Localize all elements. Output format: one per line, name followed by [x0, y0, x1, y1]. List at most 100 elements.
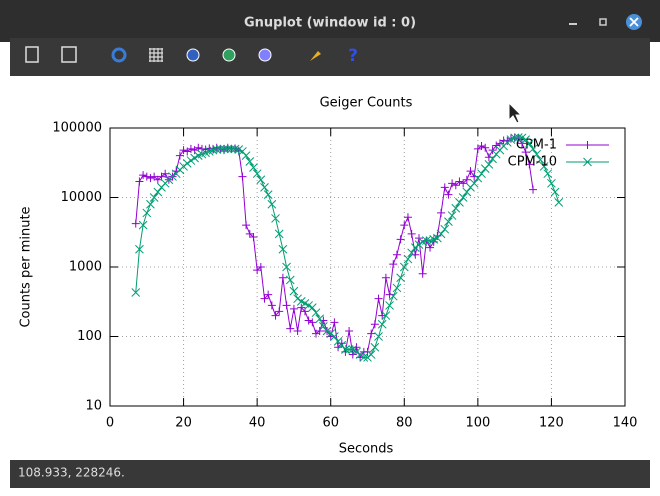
help-icon[interactable]: ?	[348, 46, 358, 66]
point	[451, 203, 461, 213]
point	[256, 175, 266, 185]
point	[528, 144, 538, 154]
point	[223, 144, 233, 154]
x-tick-label: 0	[106, 416, 114, 431]
replot-icon[interactable]	[111, 47, 127, 63]
point	[179, 146, 188, 155]
point	[436, 229, 446, 239]
point	[451, 181, 460, 190]
point	[352, 347, 361, 357]
point	[510, 133, 519, 143]
point	[374, 332, 383, 341]
point	[359, 353, 369, 362]
point	[138, 220, 148, 230]
point	[142, 208, 152, 218]
point	[458, 193, 468, 202]
point	[153, 187, 163, 197]
point	[241, 151, 251, 161]
point	[462, 175, 471, 184]
point	[407, 248, 416, 258]
point	[377, 319, 387, 329]
point	[275, 307, 284, 316]
point	[444, 217, 453, 226]
point	[304, 316, 313, 325]
point	[484, 159, 494, 169]
point	[440, 183, 449, 192]
plot: Geiger Counts Seconds Counts per minute …	[19, 96, 638, 457]
point	[135, 244, 144, 254]
point	[536, 155, 545, 165]
point	[315, 314, 325, 324]
point	[267, 199, 277, 209]
point	[135, 177, 144, 186]
point	[330, 332, 339, 341]
point	[440, 224, 450, 234]
point	[418, 269, 427, 278]
zoom-next-icon[interactable]	[222, 48, 236, 62]
point	[477, 169, 486, 179]
point	[447, 211, 457, 220]
legend-label: CPM-10	[508, 155, 557, 170]
point	[278, 273, 287, 282]
point	[403, 213, 412, 222]
copy-icon[interactable]	[25, 46, 39, 63]
point	[282, 262, 291, 272]
maximize-button[interactable]	[599, 18, 607, 26]
point	[426, 243, 435, 252]
point	[326, 329, 336, 338]
point	[513, 133, 523, 142]
y-tick-label: 1000	[69, 260, 102, 275]
grid-icon[interactable]	[149, 48, 163, 62]
point	[219, 144, 229, 154]
point	[274, 229, 284, 239]
point	[260, 182, 269, 192]
point	[252, 169, 262, 179]
point	[388, 291, 398, 301]
point	[307, 303, 317, 313]
point	[370, 320, 379, 329]
status-bar	[10, 460, 650, 488]
status-text: 108.933, 228246.	[18, 466, 125, 480]
point	[142, 172, 151, 181]
point	[352, 343, 361, 352]
point	[249, 233, 258, 242]
config-icon[interactable]	[310, 51, 321, 61]
point	[355, 350, 365, 359]
point	[407, 229, 416, 238]
autoscale-icon[interactable]	[258, 48, 272, 62]
point	[315, 326, 324, 335]
point	[422, 236, 431, 245]
point	[525, 139, 534, 148]
title-bar	[0, 0, 660, 42]
x-tick-label: 140	[613, 416, 638, 431]
point	[455, 177, 464, 186]
point	[469, 178, 479, 188]
point	[403, 254, 413, 264]
point	[502, 138, 512, 147]
point	[367, 329, 376, 338]
x-axis-label: Seconds	[339, 442, 394, 457]
point	[385, 301, 394, 310]
legend-marker	[583, 141, 592, 149]
point	[448, 179, 457, 188]
point	[322, 326, 332, 336]
point	[370, 342, 380, 352]
point	[392, 283, 402, 293]
zoom-prev-icon[interactable]	[186, 48, 200, 62]
x-tick-label: 40	[249, 416, 266, 431]
point	[289, 304, 298, 313]
point	[547, 178, 556, 188]
point	[278, 244, 288, 254]
save-icon[interactable]	[61, 46, 77, 63]
point	[186, 156, 196, 165]
point	[341, 345, 350, 354]
point	[437, 208, 446, 217]
point	[150, 172, 159, 181]
close-button[interactable]	[626, 14, 642, 30]
point	[374, 294, 383, 303]
point	[131, 219, 140, 228]
point	[289, 286, 299, 296]
point	[539, 162, 549, 171]
point	[363, 353, 372, 362]
point	[521, 148, 530, 157]
